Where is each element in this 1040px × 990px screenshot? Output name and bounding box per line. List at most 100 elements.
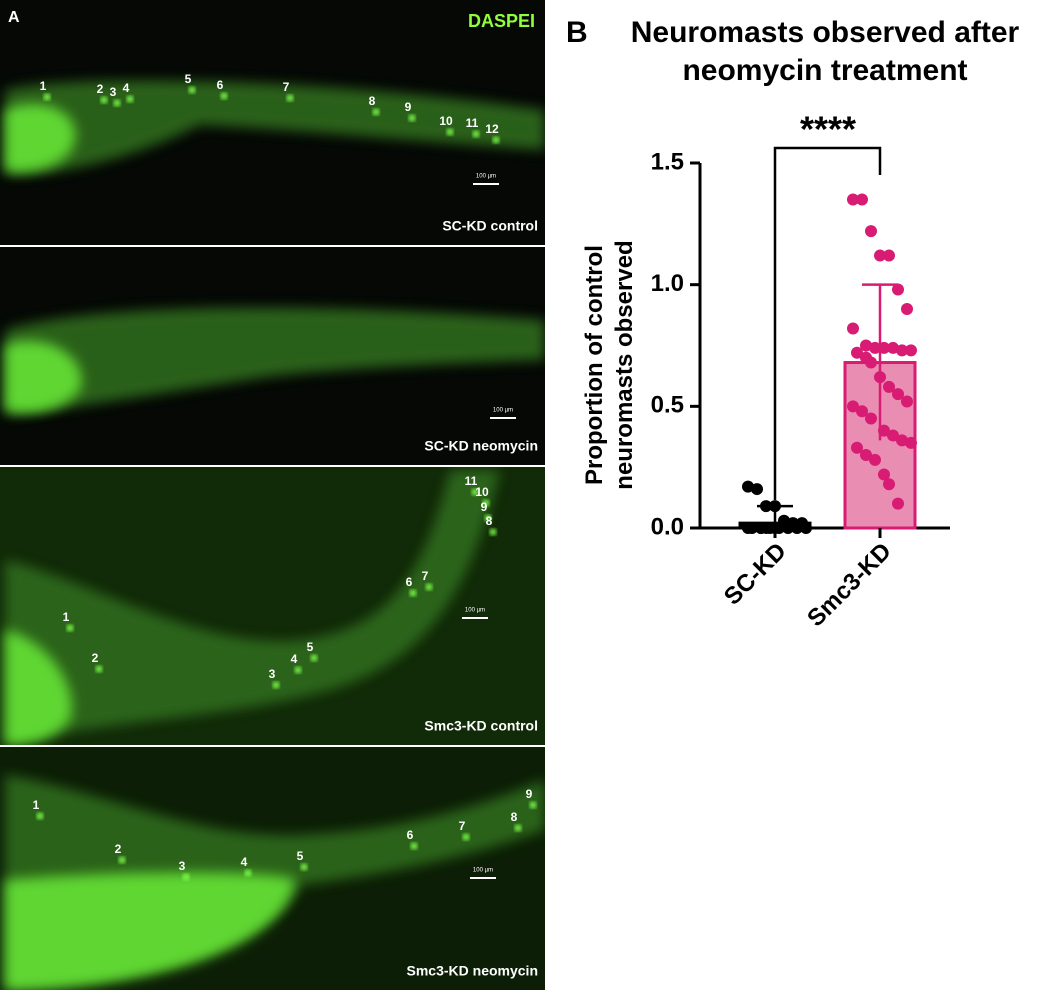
data-point <box>847 193 859 206</box>
neuromast-number: 8 <box>511 810 518 824</box>
data-point <box>905 344 917 357</box>
neuromast <box>514 824 522 832</box>
neuromast <box>182 873 190 881</box>
data-point <box>869 341 881 354</box>
data-point <box>883 478 895 491</box>
neuromast-number: 6 <box>406 575 413 589</box>
neuromast-number: 9 <box>405 100 412 114</box>
data-point <box>742 480 754 493</box>
neuromast <box>36 812 44 820</box>
neuromast-number: 10 <box>475 485 489 499</box>
data-point <box>887 341 899 354</box>
neuromast-number: 7 <box>422 569 429 583</box>
data-point <box>865 356 877 369</box>
y-axis-label: Proportion of control neuromasts observe… <box>581 240 638 490</box>
neuromast <box>126 95 134 103</box>
neuromast <box>286 94 294 102</box>
data-point <box>878 468 890 481</box>
data-point <box>782 522 794 534</box>
neuromast <box>425 583 433 591</box>
data-point <box>865 412 877 425</box>
scale-label: 100 µm <box>473 868 493 874</box>
fish-body <box>5 80 545 175</box>
image-caption: Smc3-KD neomycin <box>407 963 538 979</box>
ylabel-box: Proportion of control neuromasts observe… <box>581 240 638 490</box>
significance: **** <box>800 109 856 150</box>
neuromast-number: 1 <box>40 79 47 93</box>
fish-body <box>5 307 545 415</box>
data-point <box>851 346 863 359</box>
neuromast <box>310 654 318 662</box>
neuromast-number: 7 <box>283 80 290 94</box>
data-point <box>874 249 886 262</box>
neuromast-number: 5 <box>297 849 304 863</box>
neuromast-number: 3 <box>269 667 276 681</box>
x-tick-label: Smc3-KD <box>802 538 897 633</box>
neuromast-number: 11 <box>466 116 479 130</box>
panel-label: A <box>8 9 20 26</box>
data-point <box>905 436 917 449</box>
neuromast <box>408 114 416 122</box>
neuromast-number: 3 <box>110 85 117 99</box>
neuromast-number: 2 <box>115 842 122 856</box>
neuromast-number: 4 <box>241 855 248 869</box>
data-point <box>865 225 877 238</box>
data-point <box>901 395 913 408</box>
neuromast <box>482 499 490 507</box>
y-tick-label: 0.5 <box>651 392 684 419</box>
image-caption: SC-KD control <box>442 218 538 234</box>
data-point <box>847 322 859 335</box>
neuromast <box>95 665 103 673</box>
data-point <box>860 449 872 461</box>
neuromast <box>410 842 418 850</box>
neuromast-number: 3 <box>179 859 186 873</box>
image-caption: Smc3-KD control <box>424 718 538 734</box>
neuromast-number: 5 <box>185 72 192 86</box>
neuromast <box>462 833 470 841</box>
data-point <box>847 400 859 413</box>
neuromast <box>113 99 121 107</box>
neuromast <box>484 514 492 522</box>
data-point <box>878 424 890 437</box>
neuromast-number: 10 <box>439 114 453 128</box>
panel-label: B <box>566 16 588 49</box>
data-point <box>892 388 904 401</box>
data-point <box>856 193 868 206</box>
neuromast-number: 1 <box>63 610 70 624</box>
data-point <box>896 434 908 447</box>
error-bar <box>862 283 898 441</box>
data-point <box>851 441 863 454</box>
scale-label: 100 µm <box>465 608 485 614</box>
scale-label: 100 µm <box>476 174 496 180</box>
data-point <box>751 483 763 496</box>
yolk <box>5 104 76 172</box>
neuromast <box>446 128 454 136</box>
data-point <box>860 339 872 352</box>
neuromast-number: 2 <box>92 651 99 665</box>
neuromast <box>409 589 417 597</box>
data-point <box>892 497 904 510</box>
image-caption: SC-KD neomycin <box>424 438 538 454</box>
title-box: Neuromasts observed after neomycin treat… <box>631 16 1019 87</box>
micrograph: 100 µm SC-KD neomycin <box>0 247 545 465</box>
yolk <box>5 630 72 745</box>
neuromast <box>118 856 126 864</box>
neuromast-number: 6 <box>217 78 224 92</box>
neuromast-number: 2 <box>97 82 104 96</box>
fish-body <box>5 470 500 745</box>
neuromast-number: 6 <box>407 828 414 842</box>
neuromast-number: 5 <box>307 640 314 654</box>
x-tick-label: SC-KD <box>719 538 792 611</box>
data-point <box>746 522 758 534</box>
data-point <box>869 453 881 466</box>
data-point <box>883 380 895 393</box>
micrograph: 1 2 3 4 5 6 7 89 100 µm Smc3-KD neomycin <box>0 747 545 990</box>
neuromast-number: 9 <box>481 500 488 514</box>
stain-label: DASPEI <box>468 11 535 31</box>
scale-label: 100 µm <box>493 408 513 414</box>
neuromast <box>294 666 302 674</box>
neuromast-number: 12 <box>485 122 499 136</box>
